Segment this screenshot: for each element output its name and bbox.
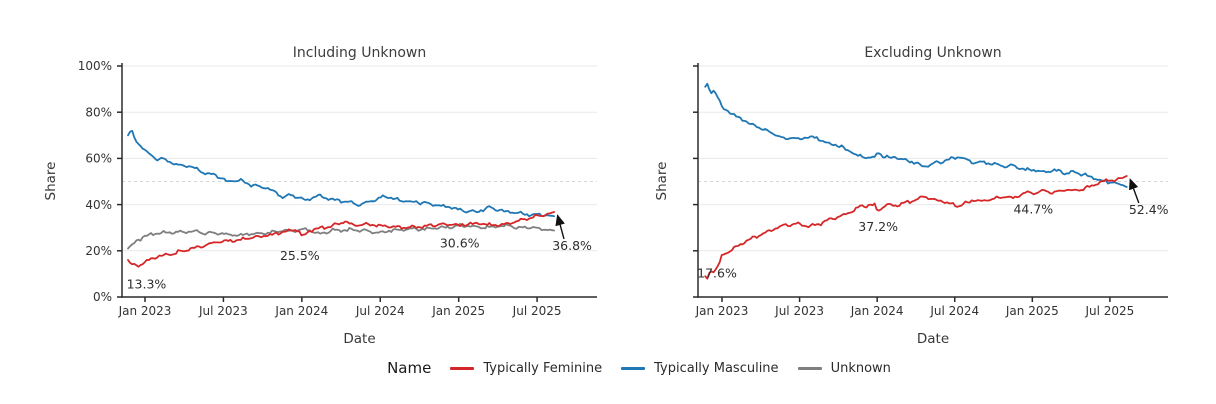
legend-item-typically-feminine: Typically Feminine xyxy=(450,361,602,376)
x-axis-title-right: Date xyxy=(917,331,949,347)
legend-item-label: Unknown xyxy=(830,360,891,376)
annotation-label: 52.4% xyxy=(1129,202,1169,217)
x-tick-label: Jan 2023 xyxy=(118,304,172,318)
annotation-arrow xyxy=(555,214,565,240)
annotation-label: 25.5% xyxy=(280,248,320,263)
x-tick-label: Jan 2025 xyxy=(1005,304,1059,318)
x-tick-label: Jul 2024 xyxy=(355,304,405,318)
typically-masculine-line-swatch xyxy=(621,366,646,370)
x-tick-label: Jan 2023 xyxy=(695,304,749,318)
y-tick-label: 100% xyxy=(78,59,112,73)
y-axis-title-right: Share xyxy=(654,162,670,201)
legend: Name Typically Feminine Typically Mascul… xyxy=(0,354,1216,382)
legend-item-label: Typically Feminine xyxy=(483,360,603,376)
annotation-label: 13.3% xyxy=(127,276,167,291)
series-line-typically-masculine xyxy=(704,82,1128,188)
x-tick-label: Jan 2024 xyxy=(850,304,904,318)
annotation-label: 44.7% xyxy=(1013,202,1053,217)
legend-item-unknown: Unknown xyxy=(797,360,891,376)
annotation-arrow xyxy=(1128,178,1140,204)
panel-title-excluding-unknown: Excluding Unknown xyxy=(864,45,1001,61)
legend-title: Name xyxy=(387,359,432,377)
x-tick-label: Jan 2025 xyxy=(431,304,485,318)
annotation-label: 37.2% xyxy=(858,219,898,234)
series-line-unknown xyxy=(127,222,555,250)
legend-item-typically-masculine: Typically Masculine xyxy=(621,360,779,376)
panel-including-unknown: 0% 20% 40% 60% 80% 100% Jan 2023 Jul 2023 Jan 20… xyxy=(78,59,597,318)
series-line-typically-masculine xyxy=(127,130,555,218)
x-tick-label: Jan 2024 xyxy=(274,304,328,318)
y-tick-label: 40% xyxy=(85,198,112,212)
unknown-line-swatch xyxy=(797,366,822,370)
panel-excluding-unknown: Jan 2023 Jul 2023 Jan 2024 Jul 2024 Jan 2025… xyxy=(693,63,1169,318)
y-tick-label: 20% xyxy=(85,244,112,258)
series-line-typically-feminine xyxy=(704,175,1128,280)
y-axis-title-left: Share xyxy=(43,162,59,201)
x-tick-label: Jul 2025 xyxy=(1084,304,1134,318)
series-line-typically-feminine xyxy=(127,211,555,268)
annotation-label: 17.6% xyxy=(697,265,737,280)
annotation-label: 36.8% xyxy=(552,238,592,253)
x-tick-label: Jul 2025 xyxy=(512,304,562,318)
panel-title-including-unknown: Including Unknown xyxy=(293,45,426,61)
typically-feminine-line-swatch xyxy=(450,366,475,370)
legend-item-label: Typically Masculine xyxy=(654,360,779,376)
x-axis-title-left: Date xyxy=(343,331,375,347)
annotation-label: 30.6% xyxy=(440,235,480,250)
y-tick-label: 60% xyxy=(85,152,112,166)
x-tick-label: Jul 2023 xyxy=(198,304,248,318)
y-tick-label: 0% xyxy=(93,290,112,304)
x-tick-label: Jul 2024 xyxy=(929,304,979,318)
x-tick-label: Jul 2023 xyxy=(774,304,824,318)
y-tick-label: 80% xyxy=(85,105,112,119)
